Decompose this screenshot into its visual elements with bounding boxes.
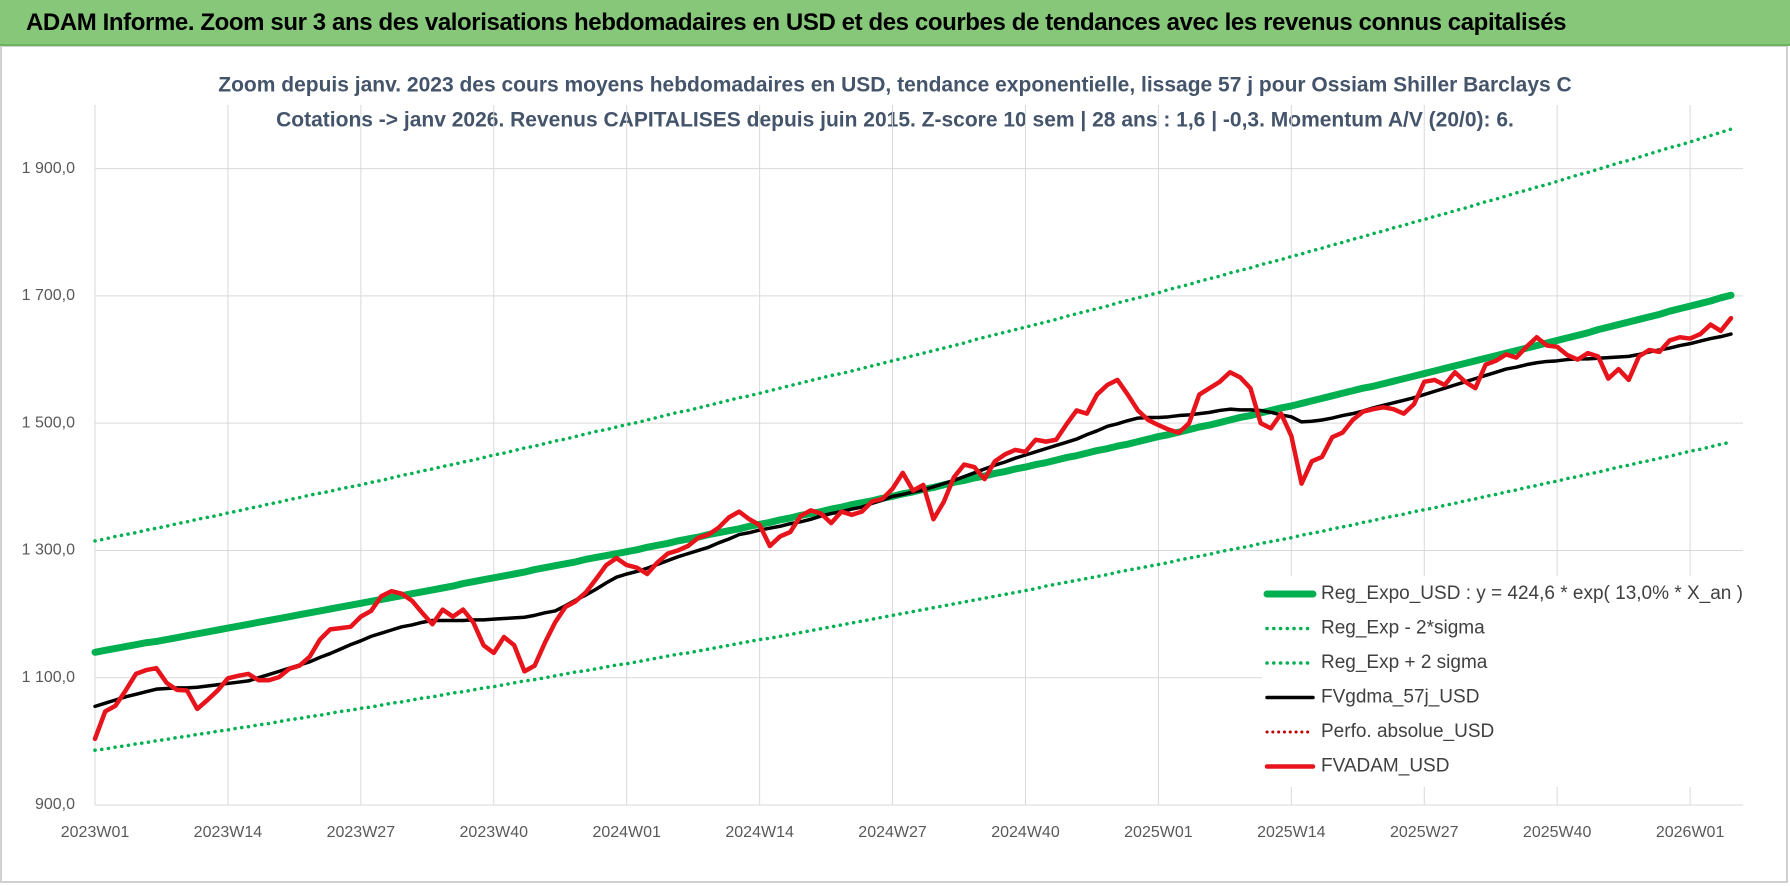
series-line xyxy=(93,440,1733,753)
chart: Zoom depuis janv. 2023 des cours moyens … xyxy=(0,46,1788,883)
y-tick-label: 900,0 xyxy=(35,796,75,813)
x-tick-label: 2025W14 xyxy=(1257,824,1326,841)
chart-subtitle: Cotations -> janv 2026. Revenus CAPITALI… xyxy=(276,109,1514,132)
x-tick-label: 2024W27 xyxy=(858,824,927,841)
legend-label: Reg_Exp + 2 sigma xyxy=(1321,652,1488,673)
y-tick-label: 1 100,0 xyxy=(22,669,75,686)
x-tick-label: 2024W01 xyxy=(592,824,661,841)
legend-label: Reg_Exp - 2*sigma xyxy=(1321,618,1485,639)
x-tick-label: 2026W01 xyxy=(1656,824,1725,841)
legend-label: FVgdma_57j_USD xyxy=(1321,687,1479,708)
legend-label: Perfo. absolue_USD xyxy=(1321,721,1494,742)
y-tick-label: 1 300,0 xyxy=(22,542,75,559)
legend-label: Reg_Expo_USD : y = 424,6 * exp( 13,0% * … xyxy=(1321,583,1743,604)
header-title: ADAM Informe. Zoom sur 3 ans des valoris… xyxy=(26,9,1567,36)
legend-label: FVADAM_USD xyxy=(1321,756,1449,777)
x-tick-label: 2023W40 xyxy=(460,824,529,841)
series-line xyxy=(92,315,1734,742)
grid: 900,0 1 100,0 1 300,0 1 500,0 1 700,0 1 900,0… xyxy=(22,105,1743,841)
x-tick-label: 2024W40 xyxy=(991,824,1060,841)
series-line xyxy=(93,127,1733,543)
legend-box xyxy=(1262,576,1746,787)
x-tick-label: 2025W01 xyxy=(1124,824,1193,841)
y-tick-label: 1 500,0 xyxy=(22,414,75,431)
plot xyxy=(91,127,1735,753)
x-tick-label: 2023W14 xyxy=(194,824,263,841)
x-tick-label: 2024W14 xyxy=(725,824,794,841)
x-tick-label: 2023W27 xyxy=(327,824,396,841)
header-bar: ADAM Informe. Zoom sur 3 ans des valoris… xyxy=(0,0,1790,46)
x-tick-label: 2025W40 xyxy=(1523,824,1592,841)
x-tick-label: 2025W27 xyxy=(1390,824,1459,841)
legend: Reg_Expo_USD : y = 424,6 * exp( 13,0% * … xyxy=(1262,576,1746,787)
chart-title: Zoom depuis janv. 2023 des cours moyens … xyxy=(218,74,1571,97)
x-tick-label: 2023W01 xyxy=(61,824,130,841)
y-tick-label: 1 700,0 xyxy=(22,287,75,304)
y-tick-label: 1 900,0 xyxy=(22,160,75,177)
